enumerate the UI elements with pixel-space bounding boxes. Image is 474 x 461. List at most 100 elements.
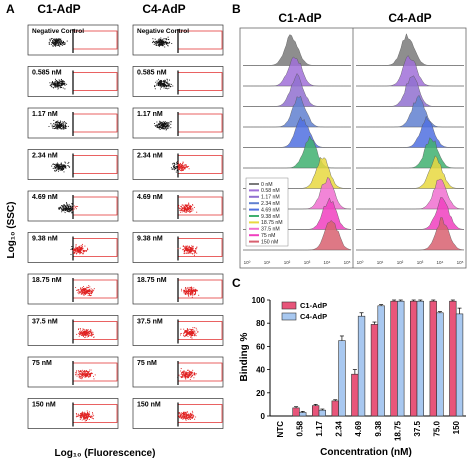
flow-event-dot xyxy=(80,374,82,376)
flow-event-dot xyxy=(162,121,165,123)
flow-event-dot xyxy=(86,418,88,420)
flow-event-dot xyxy=(63,204,65,206)
flow-plot-label: Negative Control xyxy=(137,28,189,35)
flow-event-dot xyxy=(55,45,57,47)
flow-event-dot xyxy=(194,374,196,376)
flow-event-dot xyxy=(57,170,60,172)
flow-event-dot xyxy=(78,290,80,292)
histogram-x-tick-label: 10⁵ xyxy=(457,260,464,265)
flow-event-dot xyxy=(66,204,68,206)
flow-plot: 37.5 nM xyxy=(132,315,224,346)
flow-event-dot xyxy=(61,123,63,125)
flow-event-dot xyxy=(164,43,166,45)
panel-a-column-title-c1: C1-AdP xyxy=(37,2,80,16)
flow-event-dot xyxy=(184,204,186,206)
flow-plot-label: 37.5 nM xyxy=(137,319,163,326)
flow-event-dot xyxy=(83,370,85,372)
flow-event-dot xyxy=(83,372,85,374)
flow-event-dot xyxy=(163,122,165,124)
flow-event-dot xyxy=(190,210,192,212)
histogram-x-tick-label: 10³ xyxy=(304,260,311,265)
flow-event-dot xyxy=(160,37,162,39)
flow-event-dot xyxy=(82,289,84,291)
flow-event-dot xyxy=(82,293,84,295)
flow-event-dot xyxy=(84,290,86,292)
flow-event-dot xyxy=(57,85,59,87)
flow-event-dot xyxy=(54,82,56,84)
flow-event-dot xyxy=(69,208,71,210)
flow-event-dot xyxy=(192,374,194,376)
flow-event-dot xyxy=(84,412,86,415)
flow-event-dot xyxy=(75,413,77,415)
flow-event-dot xyxy=(180,377,183,379)
flow-event-dot xyxy=(180,372,183,374)
flow-event-dot xyxy=(185,252,187,254)
flow-event-dot xyxy=(85,293,87,295)
flow-event-dot xyxy=(79,373,81,375)
flow-event-dot xyxy=(75,253,78,255)
flow-event-dot xyxy=(188,204,190,206)
flow-plot: 2.34 nM xyxy=(132,149,224,180)
flow-event-dot xyxy=(158,78,160,80)
flow-event-dot xyxy=(83,292,85,294)
flow-event-dot xyxy=(190,374,192,376)
flow-event-dot xyxy=(75,208,77,210)
flow-event-dot xyxy=(85,291,87,293)
flow-event-dot xyxy=(189,415,191,417)
flow-event-dot xyxy=(187,415,189,417)
flow-event-dot xyxy=(85,328,87,331)
flow-event-dot xyxy=(64,209,67,211)
x-tick-label: 4.69 xyxy=(354,420,363,436)
flow-event-dot xyxy=(186,413,188,415)
flow-event-dot xyxy=(193,206,195,208)
flow-event-dot xyxy=(160,126,162,128)
flow-event-dot xyxy=(78,374,80,376)
flow-event-dot xyxy=(187,286,189,288)
histogram-curve xyxy=(356,178,465,210)
bar xyxy=(429,300,437,417)
flow-event-dot xyxy=(92,289,94,291)
flow-event-dot xyxy=(61,208,64,211)
flow-event-dot xyxy=(176,167,178,169)
flow-event-dot xyxy=(186,372,188,374)
flow-event-dot xyxy=(81,243,84,245)
flow-event-dot xyxy=(182,163,184,165)
flow-event-dot xyxy=(186,246,188,248)
flow-event-dot xyxy=(70,208,72,210)
flow-plot-label: 0.585 nM xyxy=(32,70,62,77)
flow-event-dot xyxy=(192,412,194,414)
flow-event-dot xyxy=(54,38,56,40)
flow-event-dot xyxy=(59,207,62,209)
flow-event-dot xyxy=(184,414,186,416)
flow-event-dot xyxy=(190,329,192,331)
histogram-curve xyxy=(356,55,464,87)
flow-event-dot xyxy=(60,40,62,42)
flow-event-dot xyxy=(164,85,166,87)
flow-event-dot xyxy=(191,410,193,412)
flow-event-dot xyxy=(58,84,60,86)
flow-event-dot xyxy=(168,83,170,85)
flow-event-dot xyxy=(189,370,191,373)
flow-event-dot xyxy=(89,374,91,376)
flow-event-dot xyxy=(68,165,70,167)
flow-event-dot xyxy=(183,373,185,375)
flow-event-dot xyxy=(194,293,196,295)
flow-event-dot xyxy=(56,42,58,44)
flow-event-dot xyxy=(66,40,68,42)
flow-event-dot xyxy=(184,287,187,289)
flow-event-dot xyxy=(175,166,177,168)
flow-event-dot xyxy=(89,369,91,371)
flow-event-dot xyxy=(183,370,185,372)
flow-event-dot xyxy=(79,418,81,421)
flow-event-dot xyxy=(182,413,184,415)
flow-event-dot xyxy=(59,123,61,125)
flow-event-dot xyxy=(194,330,196,332)
flow-event-dot xyxy=(184,330,186,332)
flow-event-dot xyxy=(187,330,189,332)
flow-event-dot xyxy=(68,207,70,209)
flow-event-dot xyxy=(88,289,90,291)
flow-event-dot xyxy=(58,44,60,46)
flow-event-dot xyxy=(189,415,191,418)
flow-event-dot xyxy=(177,376,179,378)
